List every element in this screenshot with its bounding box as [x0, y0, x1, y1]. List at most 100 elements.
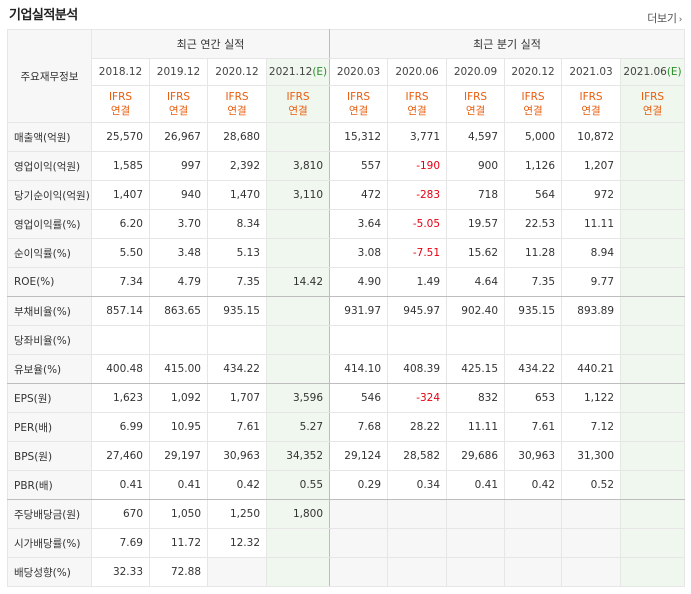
table-cell: [149, 325, 208, 355]
table-cell: 3,810: [265, 151, 331, 181]
section-title: 기업실적분석: [9, 8, 78, 23]
table-cell: [620, 180, 686, 210]
table-cell: 863.65: [149, 296, 208, 326]
table-cell: 30,963: [207, 441, 267, 471]
period-label: 2019.12: [156, 66, 201, 78]
table-cell: 9.77: [561, 267, 622, 297]
period-label: 2020.09: [453, 66, 498, 78]
table-cell: 29,197: [149, 441, 208, 471]
table-row: 영업이익(억원) 1,585 997 2,392 3,810 557 -190 900 1,12…: [7, 151, 686, 181]
accounting-standard: IFRS 연결: [620, 85, 686, 123]
table-cell: [207, 557, 267, 587]
ifrs-label: IFRS: [640, 91, 665, 103]
table-cell: [620, 209, 686, 239]
table-cell: 997: [149, 151, 208, 181]
estimate-marker: (E): [312, 66, 328, 78]
table-cell: 32.33: [91, 557, 150, 587]
table-cell: 0.41: [446, 470, 506, 500]
more-label[interactable]: 더보기: [647, 12, 677, 25]
table-cell: 1.49: [387, 267, 448, 297]
table-cell: 34,352: [265, 441, 331, 471]
consolidated-label: 연결: [465, 105, 486, 117]
consolidated-label: 연결: [523, 105, 543, 117]
period-header: 2019.12: [149, 58, 208, 86]
table-cell: 0.29: [329, 470, 389, 500]
table-cell: 7.34: [91, 267, 150, 297]
table-cell: [207, 325, 267, 355]
accounting-standard: IFRS 연결: [329, 85, 389, 123]
table-cell: [620, 267, 686, 297]
table-cell: 15.62: [446, 238, 506, 268]
table-cell: [620, 122, 686, 152]
table-cell: 557: [329, 151, 389, 181]
period-label: 2021.03: [569, 66, 613, 78]
table-cell: [620, 296, 686, 326]
consolidated-label: 연결: [642, 105, 663, 117]
period-label: 2020.03: [336, 66, 381, 78]
row-label: 주당배당금(원): [7, 499, 92, 529]
table-cell: 832: [446, 383, 506, 413]
chevron-right-icon: ›: [678, 15, 683, 25]
table-cell: 425.15: [446, 354, 506, 384]
ifrs-label: IFRS: [405, 91, 429, 103]
table-cell: -5.05: [387, 209, 448, 239]
table-cell: 25,570: [91, 122, 150, 152]
period-label: 2021.12: [268, 66, 313, 78]
period-header: 2021.06(E): [620, 58, 686, 86]
period-header: 2018.12: [91, 58, 150, 86]
table-cell: 26,967: [149, 122, 208, 152]
table-cell: 472: [329, 180, 389, 210]
table-cell: 19.57: [446, 209, 506, 239]
table-cell: 0.42: [207, 470, 267, 500]
table-cell: 7.35: [504, 267, 563, 297]
table-cell: 0.55: [265, 470, 331, 500]
table-cell: 3.70: [149, 209, 208, 239]
period-label: 2020.12: [215, 66, 259, 78]
table-cell: [620, 238, 686, 268]
more-link[interactable]: 더보기 ›: [647, 10, 682, 26]
table-row: 순이익률(%) 5.50 3.48 5.13 3.08 -7.51 15.62 11.28 8.…: [7, 238, 686, 268]
ifrs-label: IFRS: [286, 91, 310, 103]
table-cell: [329, 528, 389, 558]
table-cell: [561, 557, 622, 587]
period-header: 2020.12: [504, 58, 563, 86]
table-cell: 28.22: [387, 412, 448, 442]
table-cell: 4,597: [446, 122, 506, 152]
table-row: 유보율(%) 400.48 415.00 434.22 414.10 408.39 425.…: [7, 354, 686, 384]
consolidated-label: 연결: [581, 105, 601, 117]
table-cell: 4.79: [149, 267, 208, 297]
accounting-standard: IFRS 연결: [149, 85, 208, 123]
table-cell: 6.99: [91, 412, 150, 442]
table-cell: -190: [387, 151, 448, 181]
table-cell: 7.35: [207, 267, 267, 297]
annual-group-header: 최근 연간 실적: [90, 29, 331, 59]
consolidated-label: 연결: [348, 105, 369, 117]
table-cell: 718: [446, 180, 506, 210]
accounting-standard: IFRS 연결: [387, 85, 448, 123]
table-cell: 434.22: [207, 354, 267, 384]
table-cell: [446, 325, 506, 355]
period-header: 2021.12(E): [265, 58, 331, 86]
table-cell: 7.69: [91, 528, 150, 558]
table-cell: 5,000: [504, 122, 563, 152]
table-cell: 4.90: [329, 267, 389, 297]
ifrs-label: IFRS: [463, 91, 488, 103]
table-cell: [387, 325, 448, 355]
table-cell: [265, 325, 331, 355]
accounting-standard: IFRS 연결: [446, 85, 506, 123]
table-cell: 1,122: [561, 383, 622, 413]
period-header: 2020.09: [446, 58, 506, 86]
table-cell: [561, 528, 622, 558]
row-label: PER(배): [7, 412, 92, 442]
table-cell: 11.11: [561, 209, 622, 239]
row-label: 배당성향(%): [7, 557, 92, 587]
table-row: PER(배) 6.99 10.95 7.61 5.27 7.68 28.22 11.11 7.6…: [7, 412, 686, 442]
row-label: BPS(원): [7, 441, 92, 471]
row-label: EPS(원): [7, 383, 92, 413]
table-cell: 22.53: [504, 209, 563, 239]
table-cell: [91, 325, 150, 355]
period-header: 2020.03: [329, 58, 389, 86]
ifrs-label: IFRS: [225, 91, 249, 103]
table-cell: 7.61: [207, 412, 267, 442]
table-cell: 4.64: [446, 267, 506, 297]
